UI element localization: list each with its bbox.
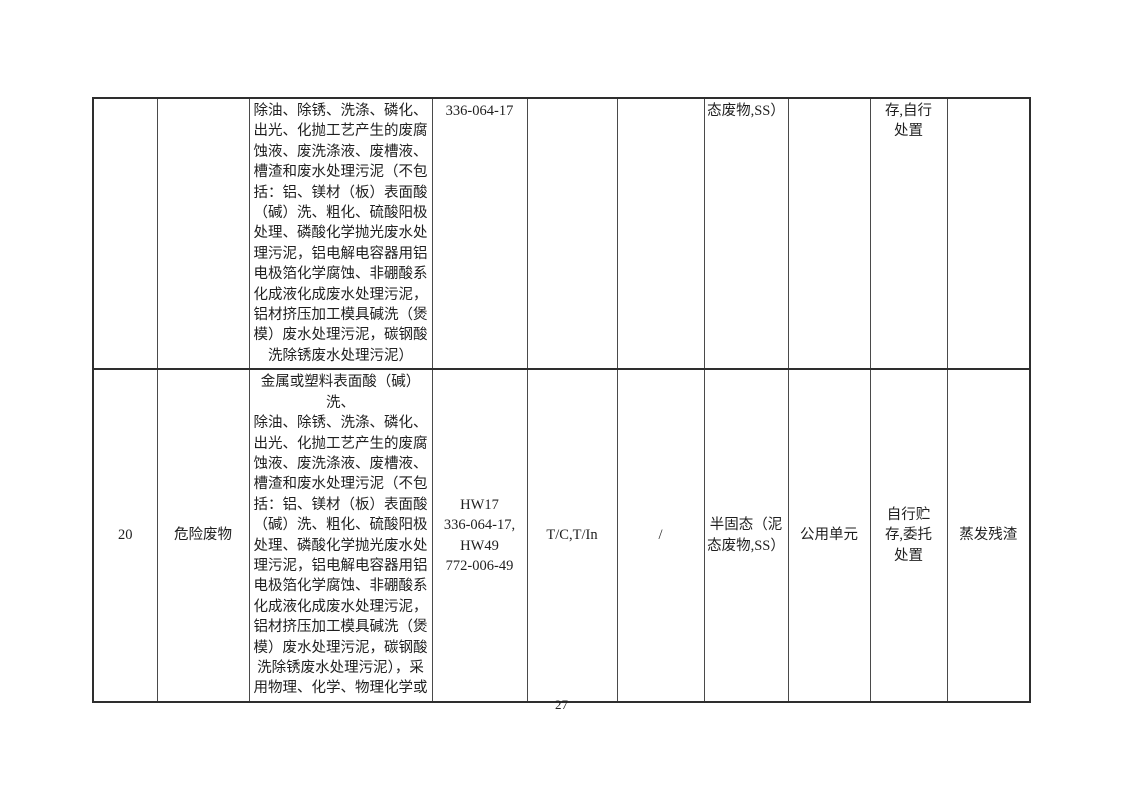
cell-operation-type [526, 97, 618, 371]
cell-generating-unit [787, 97, 871, 371]
cell-waste-description: 金属或塑料表面酸（碱）洗、 除油、除锈、洗涤、磷化、 出光、化抛工艺产生的废腐 … [248, 368, 433, 703]
cell-disposal-method: 存,自行 处置 [869, 97, 948, 371]
cell-residue: 蒸发残渣 [946, 368, 1031, 703]
cell-waste-code: HW17 336-064-17, HW49 772-006-49 [431, 368, 528, 703]
cell-operation-type: T/C,T/In [526, 368, 618, 703]
cell-placeholder: / [616, 368, 705, 703]
cell-serial-number: 20 [92, 368, 158, 703]
page-number: 27 [555, 697, 568, 712]
cell-disposal-method: 自行贮 存,委托 处置 [869, 368, 948, 703]
cell-residue [946, 97, 1031, 371]
cell-category: 危险废物 [156, 368, 250, 703]
cell-serial-number [92, 97, 158, 371]
cell-waste-description: 除油、除锈、洗涤、磷化、 出光、化抛工艺产生的废腐 蚀液、废洗涤液、废槽液、 槽… [248, 97, 433, 371]
cell-waste-code: 336-064-17 [431, 97, 528, 371]
cell-category [156, 97, 250, 371]
table-row-continuation: 除油、除锈、洗涤、磷化、 出光、化抛工艺产生的废腐 蚀液、废洗涤液、废槽液、 槽… [92, 97, 1031, 371]
cell-placeholder [616, 97, 705, 371]
cell-physical-form: 半固态（泥 态废物,SS） [703, 368, 789, 703]
hazardous-waste-table: 除油、除锈、洗涤、磷化、 出光、化抛工艺产生的废腐 蚀液、废洗涤液、废槽液、 槽… [92, 97, 1031, 703]
cell-generating-unit: 公用单元 [787, 368, 871, 703]
table-row-20: 20 危险废物 金属或塑料表面酸（碱）洗、 除油、除锈、洗涤、磷化、 出光、化抛… [92, 368, 1031, 703]
cell-physical-form: 态废物,SS） [703, 97, 789, 371]
